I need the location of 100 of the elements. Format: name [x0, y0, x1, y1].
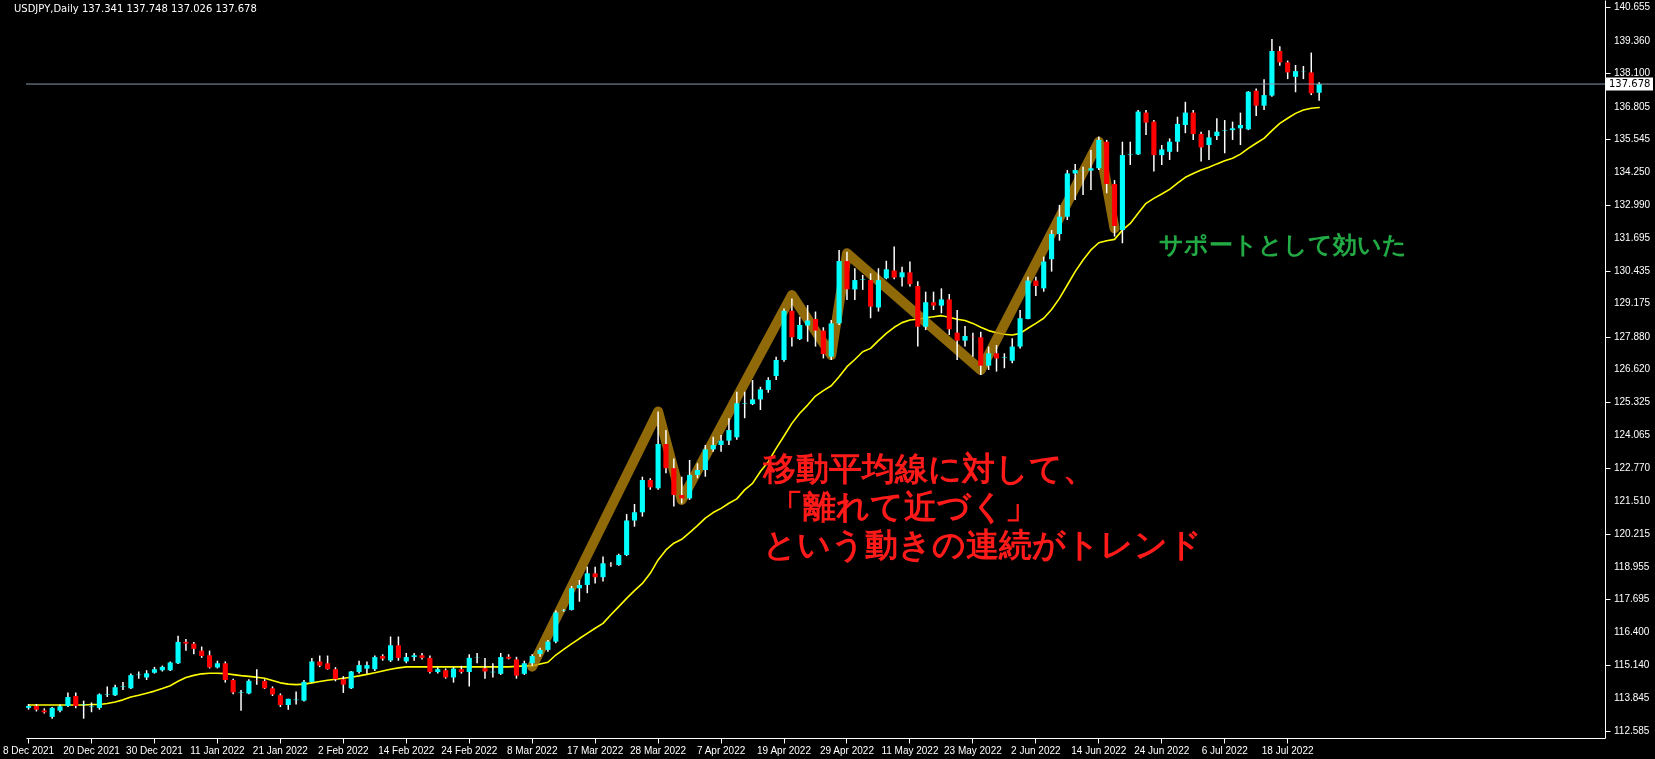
- x-tick-label: 23 May 2022: [943, 744, 1003, 756]
- candlestick: [600, 555, 606, 583]
- candlestick: [238, 689, 244, 712]
- chart-title: USDJPY,Daily 137.341 137.748 137.026 137.678: [14, 3, 257, 14]
- candlestick: [1214, 117, 1220, 141]
- x-tick-label: 14 Jun 2022: [1071, 744, 1127, 756]
- candlestick: [899, 265, 905, 288]
- candlestick: [773, 355, 779, 381]
- x-tick-label: 20 Dec 2021: [63, 744, 121, 756]
- x-tick-label: 14 Feb 2022: [378, 744, 435, 756]
- candlestick: [568, 585, 575, 612]
- candlestick: [820, 326, 826, 360]
- candlestick: [1159, 144, 1165, 166]
- y-tick-label: 115.140: [1614, 658, 1650, 670]
- candlestick: [1222, 119, 1228, 155]
- y-tick-label: 127.880: [1614, 330, 1651, 342]
- candlestick: [1253, 87, 1259, 117]
- x-tick-label: 18 Jul 2022: [1261, 744, 1314, 756]
- y-tick-label: 125.325: [1614, 396, 1651, 408]
- candlestick: [1316, 81, 1322, 102]
- candlestick: [1206, 129, 1212, 161]
- x-tick-label: 21 Jan 2022: [252, 744, 309, 756]
- candlestick: [1198, 130, 1204, 163]
- candlestick: [427, 654, 433, 675]
- candlestick: [466, 653, 472, 688]
- y-tick-label: 138.100: [1614, 67, 1651, 79]
- candlestick: [742, 390, 748, 419]
- y-tick-label: 118.955: [1614, 560, 1650, 572]
- y-tick-label: 140.655: [1614, 1, 1651, 13]
- candlestick: [907, 260, 913, 288]
- candlestick: [1190, 109, 1196, 141]
- candlestick: [1174, 115, 1181, 153]
- x-tick-label: 17 Mar 2022: [567, 744, 624, 756]
- candlestick: [309, 657, 315, 684]
- candlestick: [1056, 204, 1063, 242]
- candlestick: [938, 287, 944, 315]
- y-tick-label: 116.400: [1614, 626, 1650, 638]
- candlestick: [183, 638, 189, 652]
- candlestick: [1292, 64, 1299, 93]
- candlestick: [1277, 45, 1283, 67]
- candlestick: [348, 670, 354, 690]
- x-tick-label: 19 Apr 2022: [757, 744, 812, 756]
- candlestick: [395, 635, 401, 662]
- annotation: という動きの連続がトレンド: [763, 525, 1202, 564]
- x-tick-label: 11 Jan 2022: [190, 744, 246, 756]
- candlestick: [993, 344, 1000, 373]
- candlestick: [120, 681, 126, 691]
- candlestick: [718, 434, 724, 453]
- x-tick-label: 28 Mar 2022: [630, 744, 687, 756]
- candlestick: [387, 635, 394, 663]
- candlestick: [954, 309, 960, 361]
- candlestick: [710, 436, 716, 453]
- candlestick: [883, 260, 889, 281]
- ref-line-label: 137.678: [1609, 78, 1651, 90]
- x-tick-label: 24 Jun 2022: [1134, 744, 1190, 756]
- candlestick: [986, 345, 992, 371]
- x-tick-label: 24 Feb 2022: [441, 744, 498, 756]
- candlestick: [513, 656, 520, 680]
- y-tick-label: 122.770: [1614, 462, 1651, 474]
- candlestick: [930, 290, 937, 311]
- candlestick: [1230, 120, 1236, 141]
- candlestick: [1285, 59, 1291, 80]
- y-tick-label: 117.695: [1614, 592, 1650, 604]
- candlestick: [797, 315, 803, 341]
- y-tick-label: 113.845: [1614, 692, 1650, 704]
- x-tick-label: 29 Apr 2022: [820, 744, 875, 756]
- y-tick-label: 134.250: [1614, 166, 1651, 178]
- y-tick-label: 126.620: [1614, 363, 1651, 374]
- y-tick-label: 132.990: [1614, 198, 1651, 210]
- x-tick-label: 30 Dec 2021: [126, 744, 184, 756]
- candlestick: [1127, 140, 1133, 166]
- x-tick-label: 8 Mar 2022: [506, 744, 558, 756]
- y-tick-label: 129.175: [1614, 297, 1651, 309]
- candlestick: [1088, 149, 1094, 191]
- candlestick: [726, 417, 732, 446]
- y-tick-label: 112.585: [1614, 724, 1650, 736]
- x-tick-label: 7 Apr 2022: [696, 744, 746, 756]
- candlestick: [631, 503, 638, 528]
- candlestick: [1261, 78, 1267, 111]
- candlestick: [592, 565, 598, 585]
- y-tick-label: 130.435: [1614, 264, 1651, 276]
- candlestick: [498, 652, 504, 676]
- annotation: 「離れて近づく」: [770, 487, 1038, 526]
- candlestick: [852, 267, 858, 301]
- candlestick: [584, 565, 590, 594]
- x-tick-label: 2 Feb 2022: [318, 744, 370, 756]
- y-tick-label: 136.805: [1614, 100, 1651, 112]
- candlestick: [175, 634, 181, 665]
- y-tick-label: 135.545: [1614, 133, 1651, 145]
- candlestick: [411, 652, 417, 662]
- y-tick-label: 139.360: [1614, 34, 1651, 46]
- x-tick-label: 8 Dec 2021: [2, 744, 55, 756]
- candlestick: [1143, 109, 1149, 136]
- candlestick: [1167, 137, 1173, 161]
- candlestick: [687, 459, 693, 501]
- candlestick: [364, 660, 370, 675]
- candlestick: [222, 660, 228, 684]
- annotation: 移動平均線に対して、: [762, 449, 1096, 488]
- x-tick-label: 6 Jul 2022: [1201, 744, 1249, 756]
- candlestick: [1009, 337, 1015, 365]
